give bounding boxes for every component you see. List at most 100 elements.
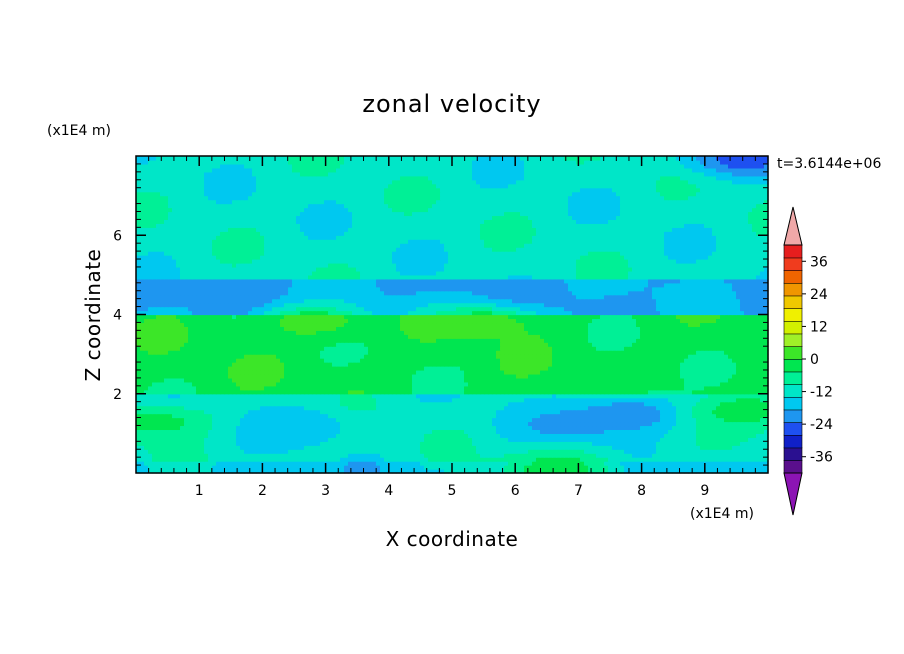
- contour-cell: [568, 449, 573, 454]
- contour-cell: [616, 409, 621, 415]
- contour-cell: [652, 362, 657, 367]
- contour-cell: [684, 449, 689, 454]
- contour-cell: [560, 453, 565, 458]
- contour-cell: [428, 413, 433, 419]
- contour-cell: [316, 377, 321, 383]
- contour-cell: [640, 405, 645, 411]
- contour-cell: [540, 369, 545, 375]
- contour-cell: [632, 373, 637, 379]
- contour-cell: [480, 413, 485, 419]
- contour-cell: [496, 441, 501, 446]
- contour-cell: [684, 441, 689, 446]
- contour-cell: [520, 393, 525, 399]
- contour-cell: [688, 437, 693, 442]
- contour-cell: [496, 425, 501, 431]
- contour-cell: [608, 393, 613, 399]
- contour-cell: [336, 401, 341, 407]
- contour-cell: [500, 385, 505, 391]
- contour-cell: [224, 346, 229, 351]
- contour-cell: [728, 441, 733, 446]
- contour-cell: [376, 354, 381, 359]
- contour-cell: [564, 421, 569, 427]
- contour-cell: [372, 465, 377, 470]
- contour-cell: [332, 373, 337, 379]
- contour-cell: [220, 377, 225, 383]
- contour-cell: [552, 465, 557, 470]
- contour-cell: [700, 429, 705, 434]
- contour-cell: [332, 362, 337, 367]
- contour-cell: [264, 437, 269, 442]
- contour-cell: [392, 385, 397, 391]
- contour-cell: [296, 401, 301, 407]
- contour-cell: [348, 362, 353, 367]
- contour-cell: [200, 425, 205, 431]
- contour-cell: [292, 433, 297, 438]
- contour-cell: [256, 413, 261, 419]
- contour-cell: [344, 381, 349, 387]
- contour-cell: [600, 381, 605, 387]
- contour-cell: [440, 469, 445, 474]
- contour-cell: [316, 369, 321, 375]
- contour-cell: [756, 441, 761, 446]
- contour-cell: [716, 366, 721, 371]
- contour-cell: [280, 369, 285, 375]
- contour-cell: [140, 373, 145, 379]
- contour-cell: [136, 362, 141, 367]
- contour-cell: [248, 409, 253, 415]
- contour-cell: [152, 445, 157, 450]
- contour-cell: [408, 429, 413, 434]
- contour-cell: [392, 469, 397, 474]
- contour-cell: [420, 469, 425, 474]
- contour-cell: [616, 369, 621, 375]
- contour-cell: [580, 409, 585, 415]
- contour-cell: [232, 469, 237, 474]
- contour-cell: [536, 354, 541, 359]
- contour-cell: [608, 429, 613, 434]
- contour-cell: [392, 441, 397, 446]
- contour-cell: [484, 409, 489, 415]
- contour-cell: [572, 465, 577, 470]
- contour-cell: [376, 421, 381, 427]
- contour-cell: [408, 381, 413, 387]
- contour-cell: [536, 457, 541, 462]
- contour-cell: [724, 453, 729, 458]
- contour-cell: [612, 358, 617, 363]
- contour-cell: [524, 453, 529, 458]
- contour-cell: [272, 346, 277, 351]
- contour-cell: [476, 425, 481, 431]
- contour-cell: [240, 389, 245, 395]
- contour-cell: [272, 373, 277, 379]
- contour-cell: [648, 413, 653, 419]
- contour-cell: [552, 469, 557, 474]
- contour-cell: [676, 409, 681, 415]
- contour-cell: [672, 457, 677, 462]
- contour-cell: [676, 433, 681, 438]
- contour-cell: [576, 358, 581, 363]
- contour-cell: [704, 465, 709, 470]
- contour-cell: [472, 465, 477, 470]
- contour-cell: [180, 405, 185, 411]
- contour-cell: [300, 449, 305, 454]
- contour-cell: [612, 385, 617, 391]
- contour-cell: [464, 385, 469, 391]
- contour-cell: [164, 429, 169, 434]
- contour-cell: [564, 366, 569, 371]
- contour-cell: [736, 429, 741, 434]
- contour-cell: [600, 350, 605, 355]
- contour-cell: [172, 397, 177, 403]
- contour-cell: [320, 354, 325, 359]
- contour-cell: [300, 429, 305, 434]
- contour-cell: [272, 449, 277, 454]
- contour-cell: [192, 362, 197, 367]
- contour-cell: [280, 393, 285, 399]
- contour-cell: [332, 425, 337, 431]
- contour-cell: [524, 421, 529, 427]
- contour-cell: [388, 453, 393, 458]
- contour-cell: [732, 350, 737, 355]
- contour-cell: [492, 358, 497, 363]
- contour-cell: [516, 461, 521, 466]
- contour-cell: [204, 377, 209, 383]
- contour-cell: [456, 401, 461, 407]
- contour-cell: [268, 433, 273, 438]
- contour-cell: [288, 433, 293, 438]
